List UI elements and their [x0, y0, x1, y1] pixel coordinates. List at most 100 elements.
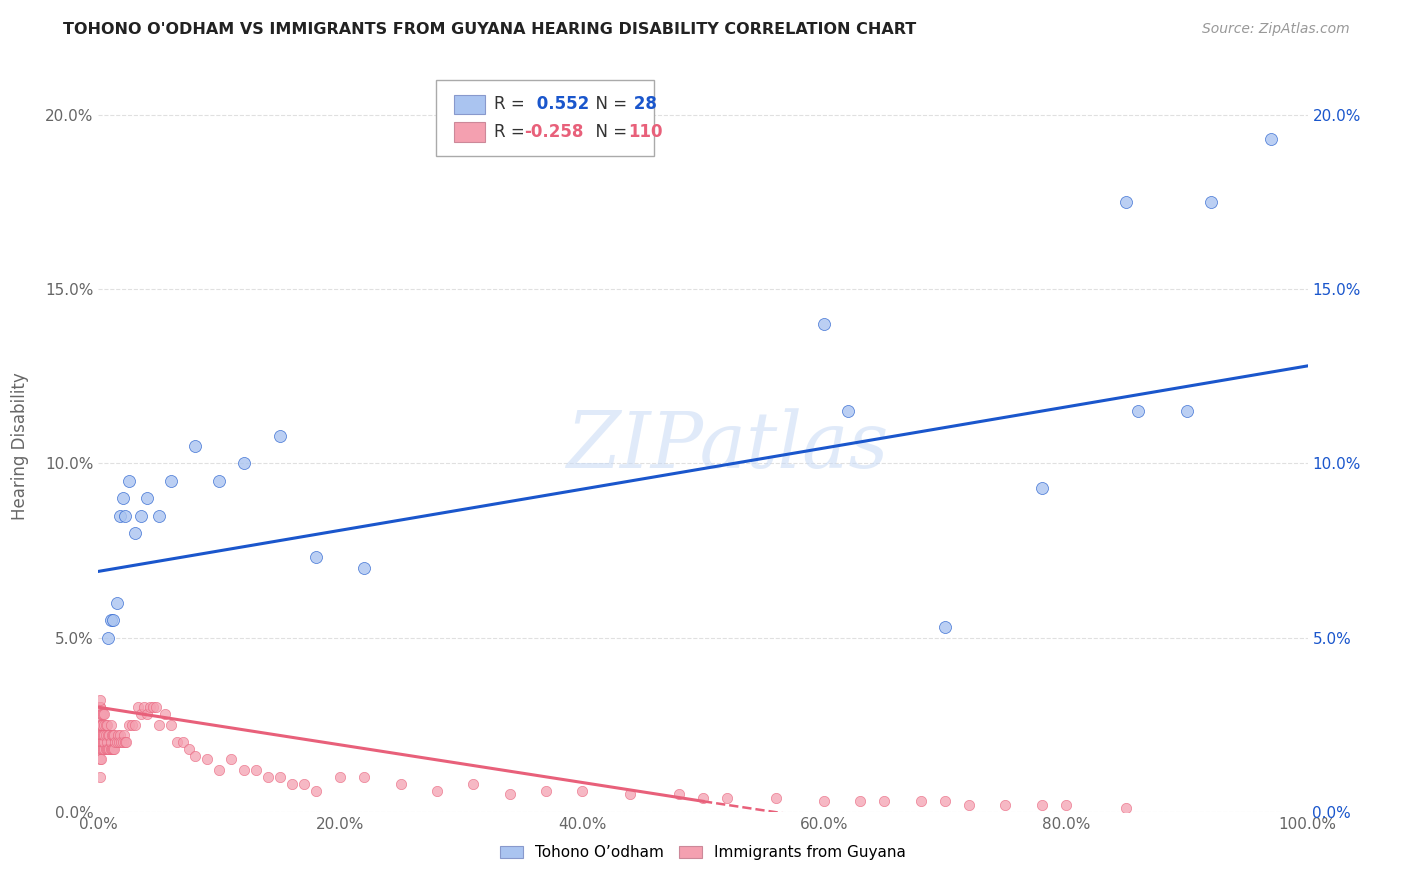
- Point: [89, 735, 111, 749]
- Point: [90, 742, 112, 756]
- Point: [91, 742, 114, 756]
- Point: [91, 707, 114, 722]
- Point: [107, 728, 129, 742]
- Point: [110, 735, 132, 749]
- Point: [329, 770, 352, 784]
- Point: [142, 700, 165, 714]
- Point: [97, 631, 120, 645]
- Point: [103, 728, 125, 742]
- Point: [426, 784, 449, 798]
- Point: [108, 728, 131, 742]
- Point: [232, 763, 254, 777]
- Point: [112, 728, 135, 742]
- Point: [89, 693, 111, 707]
- Point: [100, 742, 122, 756]
- Point: [118, 474, 141, 488]
- Point: [89, 742, 111, 756]
- Point: [129, 707, 152, 722]
- Point: [813, 794, 835, 808]
- Point: [1115, 195, 1137, 210]
- Text: Source: ZipAtlas.com: Source: ZipAtlas.com: [1202, 22, 1350, 37]
- Point: [89, 700, 111, 714]
- Point: [89, 728, 111, 742]
- Text: R =: R =: [494, 123, 530, 141]
- Y-axis label: Hearing Disability: Hearing Disability: [10, 372, 28, 520]
- Point: [256, 770, 278, 784]
- Point: [91, 728, 114, 742]
- Point: [849, 794, 872, 808]
- Point: [353, 770, 375, 784]
- Point: [111, 491, 134, 506]
- Point: [91, 707, 114, 722]
- Point: [89, 717, 111, 731]
- Point: [94, 728, 117, 742]
- Point: [89, 752, 111, 766]
- Point: [1031, 481, 1053, 495]
- Text: R =: R =: [494, 95, 530, 113]
- Point: [90, 735, 112, 749]
- Point: [94, 742, 117, 756]
- Point: [96, 717, 118, 731]
- Point: [534, 784, 557, 798]
- Point: [89, 700, 111, 714]
- Point: [184, 439, 207, 453]
- Point: [498, 787, 520, 801]
- Point: [1031, 797, 1053, 812]
- Point: [105, 735, 128, 749]
- Point: [1260, 132, 1282, 146]
- Point: [90, 728, 112, 742]
- Point: [765, 790, 787, 805]
- Point: [93, 728, 115, 742]
- Point: [91, 728, 114, 742]
- Point: [172, 735, 194, 749]
- Point: [269, 428, 291, 442]
- Point: [121, 717, 143, 731]
- Point: [108, 735, 131, 749]
- Point: [98, 728, 121, 742]
- Point: [166, 735, 188, 749]
- Point: [148, 508, 170, 523]
- Point: [100, 717, 122, 731]
- Point: [104, 735, 127, 749]
- Point: [281, 777, 304, 791]
- Point: [1199, 195, 1222, 210]
- Legend: Tohono O’odham, Immigrants from Guyana: Tohono O’odham, Immigrants from Guyana: [494, 839, 912, 866]
- Point: [292, 777, 315, 791]
- Point: [90, 707, 112, 722]
- Point: [94, 717, 117, 731]
- Point: [93, 735, 115, 749]
- Point: [716, 790, 738, 805]
- Point: [1054, 797, 1077, 812]
- Point: [1115, 801, 1137, 815]
- Text: ZIPatlas: ZIPatlas: [567, 408, 889, 484]
- Point: [124, 717, 146, 731]
- Point: [571, 784, 593, 798]
- Point: [910, 794, 932, 808]
- Point: [97, 728, 120, 742]
- Point: [837, 404, 859, 418]
- Point: [98, 742, 121, 756]
- Point: [668, 787, 690, 801]
- Point: [91, 735, 114, 749]
- Point: [208, 474, 231, 488]
- Point: [994, 797, 1017, 812]
- Point: [1128, 404, 1150, 418]
- Point: [89, 707, 111, 722]
- Point: [145, 700, 167, 714]
- Text: -0.258: -0.258: [524, 123, 583, 141]
- Point: [160, 474, 183, 488]
- Point: [100, 613, 122, 627]
- Point: [305, 784, 328, 798]
- Point: [115, 735, 138, 749]
- Text: 110: 110: [628, 123, 664, 141]
- Point: [934, 794, 956, 808]
- Point: [96, 735, 118, 749]
- Point: [105, 596, 128, 610]
- Point: [139, 700, 162, 714]
- Point: [111, 735, 134, 749]
- Point: [100, 735, 122, 749]
- Point: [692, 790, 714, 805]
- Text: 0.552: 0.552: [531, 95, 589, 113]
- Point: [114, 735, 136, 749]
- Point: [127, 700, 149, 714]
